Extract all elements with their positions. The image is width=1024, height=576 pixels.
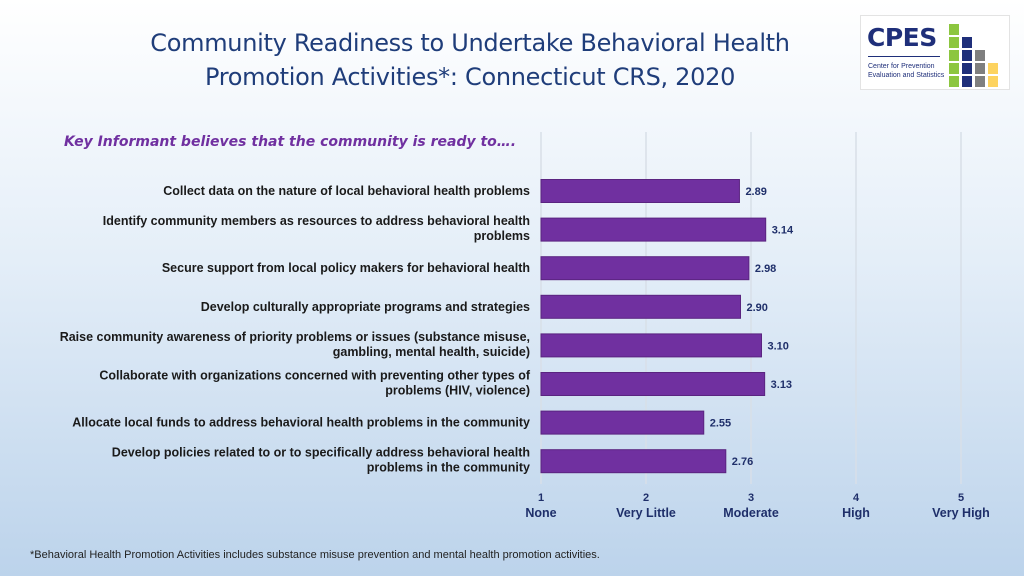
bar [540, 410, 705, 435]
category-label: Raise community awareness of priority pr… [60, 330, 530, 344]
logo-square [949, 50, 959, 61]
category-label: Secure support from local policy makers … [162, 261, 530, 275]
category-label: problems (HIV, violence) [385, 384, 530, 398]
data-label: 2.76 [732, 456, 753, 468]
logo-square [949, 63, 959, 74]
category-label: Collect data on the nature of local beha… [163, 184, 530, 198]
bar [540, 217, 767, 242]
category-label: Identify community members as resources … [103, 214, 530, 228]
logo-square [949, 24, 959, 35]
category-label: Allocate local funds to address behavior… [72, 416, 530, 430]
bar [540, 333, 762, 358]
tick-label: None [525, 506, 556, 520]
logo-square [962, 50, 972, 61]
category-label: Develop culturally appropriate programs … [201, 300, 530, 314]
tick-label: Very Little [616, 506, 676, 520]
category-label: problems [474, 229, 530, 243]
logo-sub-line-1: Center for Prevention [868, 63, 935, 70]
category-label: Develop policies related to or to specif… [112, 446, 530, 460]
logo-subtitle: Center for Prevention Evaluation and Sta… [868, 62, 948, 80]
logo-square [988, 76, 998, 87]
tick-label: Very High [932, 506, 990, 520]
logo-square [988, 63, 998, 74]
category-label: Collaborate with organizations concerned… [99, 369, 530, 383]
tick-number: 1 [538, 492, 544, 504]
logo-square [949, 76, 959, 87]
bar [540, 179, 740, 203]
category-label: gambling, mental health, suicide) [333, 345, 530, 359]
bar [540, 294, 741, 319]
logo-square [975, 50, 985, 61]
tick-number: 3 [748, 492, 754, 504]
title-line-2: Promotion Activities*: Connecticut CRS, … [204, 63, 736, 91]
chart-subtitle: Key Informant believes that the communit… [64, 134, 517, 150]
data-label: 2.90 [747, 302, 768, 314]
logo-divider [868, 56, 940, 57]
bar [540, 256, 750, 281]
bar [540, 372, 766, 396]
logo-square [975, 76, 985, 87]
logo-square [962, 76, 972, 87]
logo-square [949, 37, 959, 48]
logo-square [962, 37, 972, 48]
data-label: 2.89 [745, 186, 766, 198]
cpes-logo: CPES Center for Prevention Evaluation an… [860, 15, 1010, 90]
logo-square [962, 63, 972, 74]
data-label: 2.55 [710, 418, 731, 430]
logo-sub-line-2: Evaluation and Statistics [868, 72, 945, 79]
logo-name: CPES [867, 23, 937, 52]
tick-number: 5 [958, 492, 964, 504]
tick-number: 4 [853, 492, 860, 504]
tick-label: High [842, 506, 870, 520]
chart-title: Community Readiness to Undertake Behavio… [100, 26, 840, 94]
tick-label: Moderate [723, 506, 779, 520]
data-label: 2.98 [755, 263, 776, 275]
tick-number: 2 [643, 492, 649, 504]
data-label: 3.13 [771, 379, 792, 391]
data-label: 3.14 [772, 225, 794, 237]
footnote: *Behavioral Health Promotion Activities … [30, 549, 600, 561]
title-line-1: Community Readiness to Undertake Behavio… [150, 29, 790, 57]
category-label: problems in the community [367, 461, 530, 475]
bar [540, 449, 727, 474]
data-label: 3.10 [768, 340, 789, 352]
logo-square [975, 63, 985, 74]
